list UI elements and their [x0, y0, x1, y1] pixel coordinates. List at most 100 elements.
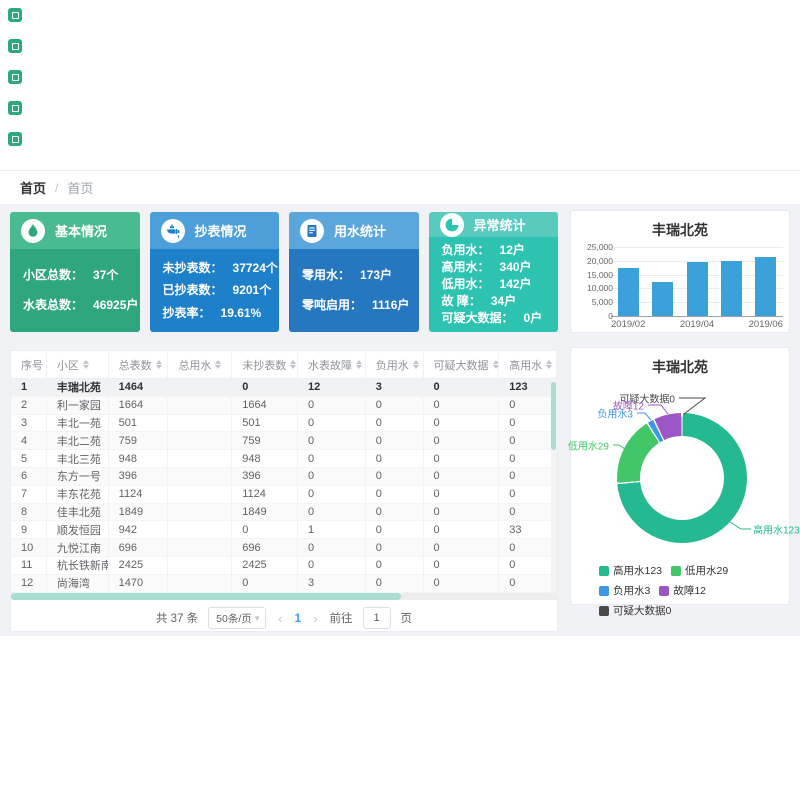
- sort-carets-icon[interactable]: [82, 360, 89, 369]
- menu-icon-1[interactable]: [8, 8, 22, 22]
- menu-icon-2[interactable]: [8, 39, 22, 53]
- sort-carets-icon[interactable]: [155, 360, 162, 369]
- column-header-1: 序号: [11, 351, 47, 378]
- legend-item-负用水[interactable]: 负用水3: [599, 583, 650, 598]
- column-label: 可疑大数据: [433, 359, 489, 372]
- table-cell: 0: [499, 574, 557, 592]
- table-cell: 1664: [109, 396, 169, 414]
- stat-row: 零吨启用： 1116户: [302, 296, 415, 313]
- table-row[interactable]: 2 利一家园 1664 1664 0 0 0 0: [11, 396, 557, 415]
- column-header-6[interactable]: 水表故障: [298, 351, 366, 378]
- stat-row: 已抄表数： 9201个: [163, 281, 276, 298]
- y-tick-label: 0: [608, 311, 613, 321]
- table-cell: 696: [232, 539, 298, 556]
- sort-carets-icon[interactable]: [215, 360, 222, 369]
- table-cell: 396: [109, 467, 169, 485]
- stat-row: 故 障： 34户: [442, 292, 555, 309]
- table-cell: [168, 450, 233, 467]
- table-cell: 丰瑞北苑: [47, 379, 109, 396]
- table-cell: 3: [298, 574, 366, 592]
- bar-2019/04: [686, 262, 708, 316]
- table-cell: 10: [11, 539, 47, 556]
- legend-item-故障[interactable]: 故障12: [659, 583, 706, 598]
- stat-value: 142户: [499, 277, 532, 291]
- table-cell: [168, 414, 233, 432]
- table-row[interactable]: 10 九悦江南 696 696 0 0 0 0: [11, 539, 557, 557]
- x-tick-label: 2019/06: [748, 319, 783, 330]
- stat-value: 46925户: [93, 298, 139, 312]
- sort-carets-icon[interactable]: [546, 360, 553, 369]
- table-cell: 942: [109, 521, 169, 539]
- stat-row: 水表总数： 46925户: [23, 296, 139, 313]
- menu-icon-3[interactable]: [8, 70, 22, 84]
- donut-chart-title: 丰瑞北苑: [652, 359, 708, 375]
- column-label: 序号: [21, 359, 43, 372]
- table-row[interactable]: 7 丰东花苑 1124 1124 0 0 0 0: [11, 485, 557, 504]
- sort-carets-icon[interactable]: [492, 360, 499, 369]
- table-row[interactable]: 4 丰北二苑 759 759 0 0 0 0: [11, 432, 557, 451]
- table-row[interactable]: 8 佳丰北苑 1849 1849 0 0 0 0: [11, 503, 557, 522]
- menu-icon-5[interactable]: [8, 132, 22, 146]
- column-header-2[interactable]: 小区: [47, 351, 109, 378]
- chevron-down-icon: ▼: [253, 613, 262, 623]
- table-cell: 1124: [232, 485, 298, 503]
- pie-label-低用水: 低用水29: [567, 441, 609, 453]
- table-row[interactable]: 5 丰北三苑 948 948 0 0 0 0: [11, 450, 557, 468]
- legend-item-可疑大数据[interactable]: 可疑大数据0: [599, 603, 671, 618]
- column-header-8[interactable]: 可疑大数据: [424, 351, 500, 378]
- table-row[interactable]: 1 丰瑞北苑 1464 0 12 3 0 123: [11, 379, 557, 397]
- goto-page-input[interactable]: 1: [362, 607, 391, 629]
- meter-icon: [300, 218, 324, 243]
- table-cell: 501: [109, 414, 169, 432]
- sort-carets-icon[interactable]: [355, 360, 362, 369]
- legend-item-高用水[interactable]: 高用水123: [599, 563, 662, 578]
- horizontal-scrollbar[interactable]: [11, 593, 557, 600]
- table-header-row: 序号 小区 总表数 总用水 未抄表数 水表故障 负用水 可疑大数据 高用水: [11, 351, 557, 379]
- next-page-button[interactable]: ›: [313, 610, 318, 626]
- table-cell: 0: [499, 432, 557, 450]
- table-cell: 2: [11, 396, 47, 414]
- stat-label: 高用水：: [441, 260, 490, 274]
- stat-value: 1116户: [372, 298, 410, 312]
- table-cell: 杭长铁新南郡...: [47, 556, 109, 574]
- sort-carets-icon[interactable]: [412, 360, 419, 369]
- table-cell: 6: [11, 467, 47, 485]
- table-row[interactable]: 12 尚海湾 1470 0 3 0 0 0: [11, 574, 557, 593]
- table-row[interactable]: 9 顺发恒园 942 0 1 0 0 33: [11, 521, 557, 540]
- column-header-9[interactable]: 高用水: [499, 351, 557, 378]
- legend-swatch-icon: [659, 585, 670, 596]
- page-number-1[interactable]: 1: [294, 611, 302, 625]
- vertical-scrollbar[interactable]: [551, 380, 556, 593]
- table-cell: 0: [298, 467, 366, 485]
- table-cell: 1849: [109, 503, 169, 521]
- table-row[interactable]: 6 东方一号 396 396 0 0 0 0: [11, 467, 557, 486]
- table-cell: 0: [298, 503, 366, 521]
- column-header-7[interactable]: 负用水: [366, 351, 424, 378]
- table-cell: [168, 503, 233, 521]
- water-drop-icon: [21, 218, 45, 243]
- table-cell: 1124: [109, 485, 169, 503]
- column-header-4[interactable]: 总用水: [168, 351, 233, 378]
- legend-item-低用水[interactable]: 低用水29: [671, 563, 728, 578]
- stat-row: 高用水： 340户: [442, 258, 555, 275]
- table-row[interactable]: 3 丰北一苑 501 501 0 0 0 0: [11, 414, 557, 433]
- table-cell: 1: [11, 379, 47, 396]
- sort-carets-icon[interactable]: [290, 360, 297, 369]
- table-cell: 0: [366, 503, 424, 521]
- table-cell: 0: [424, 432, 500, 450]
- stat-row: 负用水： 12户: [442, 241, 555, 258]
- stat-label: 零用水：: [302, 268, 351, 282]
- table-cell: 11: [11, 556, 47, 574]
- menu-icon-4[interactable]: [8, 101, 22, 115]
- breadcrumb-home-link[interactable]: 首页: [20, 181, 47, 196]
- table-cell: [168, 574, 233, 592]
- goto-unit: 页: [400, 613, 413, 625]
- prev-page-button[interactable]: ‹: [278, 610, 283, 626]
- page-size-select[interactable]: 50条/页 ▼: [208, 607, 267, 629]
- column-header-5[interactable]: 未抄表数: [232, 351, 298, 378]
- column-header-3[interactable]: 总表数: [109, 351, 169, 378]
- vertical-scrollbar-thumb[interactable]: [551, 382, 556, 450]
- horizontal-scrollbar-thumb[interactable]: [11, 593, 401, 600]
